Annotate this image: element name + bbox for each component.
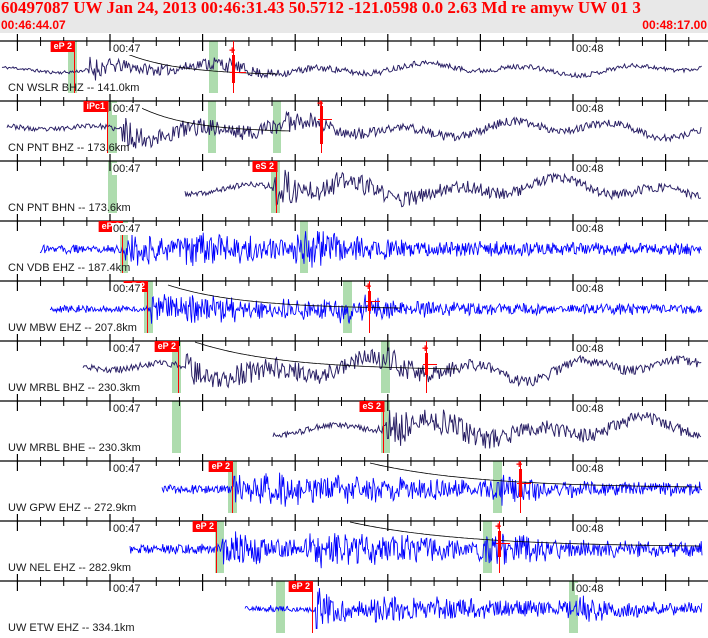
axis-time-label: 00:47 [112,283,142,295]
waveform-svg[interactable] [0,93,708,153]
axis-time-label: 00:48 [575,343,605,355]
waveform-svg[interactable] [0,513,708,573]
axis-time-label: 00:47 [112,163,142,175]
trace-row[interactable]: eS 2 00:47 00:48 CN PNT BHN -- 173.6km [0,153,708,213]
trace-row[interactable]: eP 2 +00:47 00:48 UW MRBL BHZ -- 230.3km [0,333,708,393]
event-title: 60497087 UW Jan 24, 2013 00:46:31.43 50.… [1,0,641,17]
channel-label: CN PNT BHZ -- 173.6km [8,142,130,153]
axis-time-label: 00:48 [575,523,605,535]
axis-time-label: 00:48 [575,583,605,595]
axis-time-label: 00:47 [112,463,142,475]
channel-label: CN VDB EHZ -- 187.4km [8,262,131,273]
axis-time-label: 00:48 [575,103,605,115]
waveform-svg[interactable] [0,273,708,333]
axis-time-label: 00:48 [575,463,605,475]
channel-label: CN WSLR BHZ -- 141.0km [8,82,140,93]
trace-plot-area[interactable]: eS 2 00:47 00:48 UW MRBL BHE -- 230.3km [0,393,708,453]
trace-plot-area[interactable]: eP 2 00:47 00:48 CN VDB EHZ -- 187.4km [0,213,708,273]
axis-time-label: 00:48 [575,163,605,175]
axis-time-label: 00:47 [112,343,142,355]
trace-plot-area[interactable]: eP 2 00:47 00:48 UW ETW EHZ -- 334.1km [0,573,708,633]
trace-plot-area[interactable]: eP 2 +00:47 00:48 UW MRBL BHZ -- 230.3km [0,333,708,393]
header-band: 60497087 UW Jan 24, 2013 00:46:31.43 50.… [0,0,708,33]
axis-time-label: 00:47 [112,43,142,55]
trace-plot-area[interactable]: eS 2 00:47 00:48 CN PNT BHN -- 173.6km [0,153,708,213]
trace-row[interactable]: eS 2 00:47 00:48 UW MRBL BHE -- 230.3km [0,393,708,453]
trace-row[interactable]: iPc1 +00:47 00:48 CN PNT BHZ -- 173.6km [0,93,708,153]
trace-rows-container: eP 2 +00:47 00:48 CN WSLR BHZ -- 141.0km iPc… [0,33,708,638]
axis-time-label: 00:47 [112,403,142,415]
trace-plot-area[interactable]: iPc1 +00:47 00:48 CN PNT BHZ -- 173.6km [0,93,708,153]
trace-plot-area[interactable]: eP 2 +00:47 00:48 UW GPW EHZ -- 272.9km [0,453,708,513]
channel-label: UW MBW EHZ -- 207.8km [8,322,137,333]
channel-label: UW MRBL BHZ -- 230.3km [8,382,141,393]
channel-label: UW MRBL BHE -- 230.3km [8,442,141,453]
waveform-svg[interactable] [0,333,708,393]
waveform-svg[interactable] [0,153,708,213]
trace-plot-area[interactable]: eP 2 +00:47 00:48 CN WSLR BHZ -- 141.0km [0,33,708,93]
axis-time-label: 00:47 [112,583,142,595]
channel-label: UW GPW EHZ -- 272.9km [8,502,137,513]
trace-row[interactable]: eP 2 00:47 00:48 CN VDB EHZ -- 187.4km [0,213,708,273]
waveform-svg[interactable] [0,213,708,273]
axis-time-label: 00:48 [575,43,605,55]
trace-row[interactable]: eP 2 +00:47 00:48 UW NEL EHZ -- 282.9km [0,513,708,573]
axis-time-label: 00:48 [575,223,605,235]
channel-label: UW ETW EHZ -- 334.1km [8,622,135,633]
waveform-svg[interactable] [0,33,708,93]
axis-time-label: 00:48 [575,403,605,415]
axis-time-label: 00:47 [112,523,142,535]
waveform-svg[interactable] [0,453,708,513]
axis-time-label: 00:47 [112,103,142,115]
waveform-svg[interactable] [0,573,708,633]
axis-time-label: 00:47 [112,223,142,235]
channel-label: CN PNT BHN -- 173.6km [8,202,131,213]
trace-row[interactable]: eP 2 +00:47 00:48 CN WSLR BHZ -- 141.0km [0,33,708,93]
window-start-time: 00:46:44.07 [1,18,66,32]
waveform-svg[interactable] [0,393,708,453]
trace-plot-area[interactable]: eP 2 +00:47 00:48 UW NEL EHZ -- 282.9km [0,513,708,573]
trace-row[interactable]: eP 2 00:47 00:48 UW ETW EHZ -- 334.1km [0,573,708,633]
channel-label: UW NEL EHZ -- 282.9km [8,562,132,573]
window-end-time: 00:48:17.00 [642,18,707,32]
axis-time-label: 00:48 [575,283,605,295]
trace-row[interactable]: eP 2 +00:47 00:48 UW GPW EHZ -- 272.9km [0,453,708,513]
